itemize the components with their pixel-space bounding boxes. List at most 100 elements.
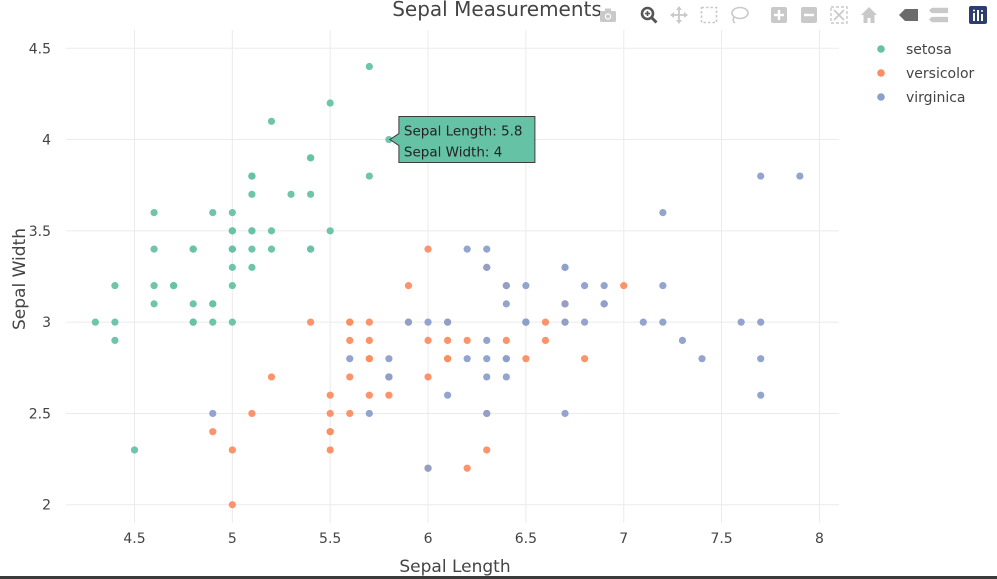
- zoom-out-icon[interactable]: [799, 5, 819, 25]
- data-point-virginica[interactable]: [659, 208, 667, 217]
- data-point-versicolor[interactable]: [463, 464, 471, 472]
- data-point-virginica[interactable]: [600, 282, 608, 290]
- data-point-setosa[interactable]: [228, 227, 236, 235]
- hover-compare-icon[interactable]: [929, 5, 949, 25]
- series-setosa[interactable]: [91, 62, 393, 454]
- data-point-setosa[interactable]: [267, 245, 276, 253]
- data-point-versicolor[interactable]: [326, 428, 334, 436]
- data-point-versicolor[interactable]: [541, 318, 550, 326]
- data-point-versicolor[interactable]: [444, 336, 452, 345]
- data-point-versicolor[interactable]: [365, 355, 373, 363]
- data-point-versicolor[interactable]: [541, 336, 550, 345]
- legend-item-virginica[interactable]: virginica: [877, 90, 966, 106]
- data-point-versicolor[interactable]: [424, 373, 432, 381]
- data-point-setosa[interactable]: [365, 62, 373, 71]
- data-point-virginica[interactable]: [424, 464, 432, 472]
- data-point-virginica[interactable]: [444, 318, 452, 326]
- data-point-virginica[interactable]: [600, 300, 608, 308]
- data-point-virginica[interactable]: [483, 373, 491, 381]
- data-point-virginica[interactable]: [639, 318, 647, 326]
- data-point-setosa[interactable]: [150, 300, 158, 308]
- data-point-virginica[interactable]: [561, 409, 569, 418]
- data-point-versicolor[interactable]: [346, 409, 354, 418]
- data-point-setosa[interactable]: [228, 208, 236, 217]
- plotly-logo-icon[interactable]: [968, 5, 988, 25]
- data-point-virginica[interactable]: [757, 172, 765, 180]
- data-point-versicolor[interactable]: [463, 336, 471, 345]
- data-point-setosa[interactable]: [150, 208, 158, 217]
- data-point-setosa[interactable]: [248, 190, 256, 198]
- data-point-setosa[interactable]: [111, 318, 119, 326]
- data-point-virginica[interactable]: [385, 373, 393, 381]
- data-point-virginica[interactable]: [483, 409, 491, 418]
- data-point-virginica[interactable]: [659, 318, 667, 326]
- box-select-icon[interactable]: [699, 5, 719, 25]
- data-point-setosa[interactable]: [248, 263, 256, 271]
- data-point-virginica[interactable]: [757, 318, 765, 326]
- data-point-versicolor[interactable]: [326, 391, 334, 399]
- data-point-virginica[interactable]: [659, 282, 667, 290]
- data-point-setosa[interactable]: [91, 318, 99, 326]
- data-point-setosa[interactable]: [170, 282, 178, 290]
- data-point-versicolor[interactable]: [228, 501, 236, 509]
- data-point-virginica[interactable]: [522, 318, 530, 326]
- data-point-versicolor[interactable]: [326, 409, 334, 418]
- data-point-setosa[interactable]: [307, 154, 315, 162]
- data-point-virginica[interactable]: [561, 263, 569, 271]
- data-point-versicolor[interactable]: [228, 446, 236, 454]
- data-point-virginica[interactable]: [522, 282, 530, 290]
- data-point-setosa[interactable]: [228, 318, 236, 326]
- data-point-setosa[interactable]: [150, 245, 158, 253]
- data-point-virginica[interactable]: [561, 318, 569, 326]
- data-point-setosa[interactable]: [228, 263, 236, 271]
- data-point-setosa[interactable]: [287, 190, 295, 198]
- data-point-versicolor[interactable]: [444, 355, 452, 363]
- data-point-virginica[interactable]: [404, 318, 413, 326]
- legend[interactable]: setosa versicolor virginica: [877, 42, 975, 106]
- data-point-virginica[interactable]: [502, 282, 510, 290]
- zoom-icon[interactable]: [639, 5, 659, 25]
- data-point-versicolor[interactable]: [365, 318, 373, 326]
- data-point-versicolor[interactable]: [404, 282, 413, 290]
- data-point-setosa[interactable]: [326, 99, 334, 107]
- data-point-versicolor[interactable]: [620, 282, 628, 290]
- pan-icon[interactable]: [669, 5, 689, 25]
- data-point-setosa[interactable]: [209, 300, 217, 308]
- data-point-virginica[interactable]: [365, 409, 373, 418]
- data-point-setosa[interactable]: [267, 117, 276, 125]
- data-point-virginica[interactable]: [424, 318, 432, 326]
- data-point-versicolor[interactable]: [424, 336, 432, 345]
- data-point-setosa[interactable]: [248, 245, 256, 253]
- series-versicolor[interactable]: [209, 245, 628, 509]
- data-point-virginica[interactable]: [757, 355, 765, 363]
- data-point-versicolor[interactable]: [424, 245, 432, 253]
- data-point-setosa[interactable]: [385, 135, 393, 144]
- data-point-virginica[interactable]: [561, 300, 569, 308]
- data-point-setosa[interactable]: [228, 245, 236, 253]
- data-point-setosa[interactable]: [267, 227, 276, 235]
- legend-item-versicolor[interactable]: versicolor: [877, 66, 975, 82]
- reset-axes-icon[interactable]: [859, 5, 879, 25]
- data-point-versicolor[interactable]: [483, 446, 491, 454]
- data-point-versicolor[interactable]: [365, 336, 373, 345]
- data-point-versicolor[interactable]: [522, 355, 530, 363]
- data-point-versicolor[interactable]: [346, 318, 354, 326]
- data-point-setosa[interactable]: [189, 318, 197, 326]
- data-points[interactable]: [91, 62, 804, 509]
- data-point-setosa[interactable]: [209, 208, 217, 217]
- camera-icon[interactable]: [598, 5, 618, 25]
- data-point-virginica[interactable]: [463, 355, 471, 363]
- data-point-virginica[interactable]: [737, 318, 745, 326]
- data-point-setosa[interactable]: [189, 245, 197, 253]
- data-point-virginica[interactable]: [502, 300, 510, 308]
- data-point-virginica[interactable]: [698, 355, 706, 363]
- data-point-versicolor[interactable]: [248, 409, 256, 418]
- data-point-virginica[interactable]: [483, 263, 491, 271]
- data-point-setosa[interactable]: [150, 282, 158, 290]
- data-point-virginica[interactable]: [678, 336, 687, 345]
- zoom-in-icon[interactable]: [769, 5, 789, 25]
- data-point-virginica[interactable]: [580, 282, 589, 290]
- data-point-virginica[interactable]: [444, 391, 452, 399]
- data-point-virginica[interactable]: [580, 318, 589, 326]
